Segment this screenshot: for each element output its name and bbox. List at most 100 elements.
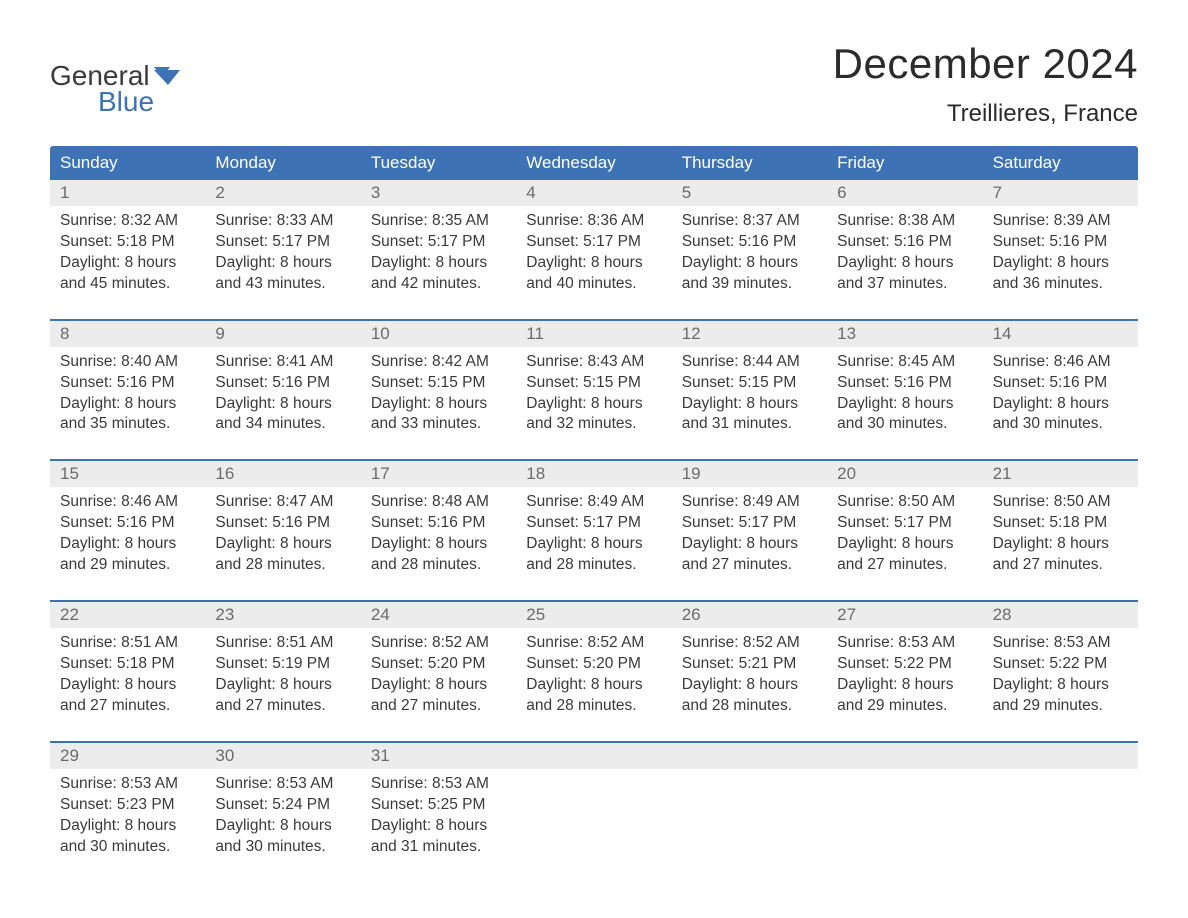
weeks-container: 1234567Sunrise: 8:32 AMSunset: 5:18 PMDa… — [50, 180, 1138, 867]
day-number: 23 — [205, 602, 360, 628]
day-detail: Sunrise: 8:37 AMSunset: 5:16 PMDaylight:… — [672, 206, 827, 305]
day-number: 28 — [983, 602, 1138, 628]
week-5-daynum-row: 293031 — [50, 743, 1138, 769]
day-number: 10 — [361, 321, 516, 347]
day-detail: Sunrise: 8:53 AMSunset: 5:22 PMDaylight:… — [983, 628, 1138, 727]
day-sunset: Sunset: 5:19 PM — [215, 654, 350, 675]
day-number: 3 — [361, 180, 516, 206]
day-number: 13 — [827, 321, 982, 347]
day-dl2: and 28 minutes. — [371, 555, 506, 576]
day-dl2: and 28 minutes. — [526, 696, 661, 717]
day-sunset: Sunset: 5:17 PM — [837, 513, 972, 534]
day-detail: Sunrise: 8:51 AMSunset: 5:18 PMDaylight:… — [50, 628, 205, 727]
dow-friday: Friday — [827, 146, 982, 180]
day-sunrise: Sunrise: 8:53 AM — [215, 774, 350, 795]
day-dl1: Daylight: 8 hours — [371, 675, 506, 696]
day-number: 30 — [205, 743, 360, 769]
day-detail: Sunrise: 8:40 AMSunset: 5:16 PMDaylight:… — [50, 347, 205, 446]
day-detail: Sunrise: 8:53 AMSunset: 5:25 PMDaylight:… — [361, 769, 516, 868]
day-sunset: Sunset: 5:20 PM — [371, 654, 506, 675]
day-detail: Sunrise: 8:52 AMSunset: 5:21 PMDaylight:… — [672, 628, 827, 727]
day-dl1: Daylight: 8 hours — [371, 816, 506, 837]
day-number: 9 — [205, 321, 360, 347]
day-number: 5 — [672, 180, 827, 206]
day-dl2: and 27 minutes. — [993, 555, 1128, 576]
day-dl1: Daylight: 8 hours — [837, 675, 972, 696]
day-number: 12 — [672, 321, 827, 347]
day-sunrise: Sunrise: 8:53 AM — [837, 633, 972, 654]
day-sunset: Sunset: 5:16 PM — [215, 373, 350, 394]
day-dl2: and 28 minutes. — [215, 555, 350, 576]
day-dl1: Daylight: 8 hours — [682, 394, 817, 415]
day-sunset: Sunset: 5:22 PM — [993, 654, 1128, 675]
day-number: 18 — [516, 461, 671, 487]
header: General Blue December 2024 Treillieres, … — [50, 40, 1138, 128]
day-detail: Sunrise: 8:47 AMSunset: 5:16 PMDaylight:… — [205, 487, 360, 586]
day-dl1: Daylight: 8 hours — [215, 534, 350, 555]
day-sunset: Sunset: 5:16 PM — [60, 513, 195, 534]
day-dl1: Daylight: 8 hours — [993, 394, 1128, 415]
dow-tuesday: Tuesday — [361, 146, 516, 180]
day-sunset: Sunset: 5:16 PM — [682, 232, 817, 253]
day-sunset: Sunset: 5:17 PM — [371, 232, 506, 253]
day-number — [983, 743, 1138, 769]
day-number: 20 — [827, 461, 982, 487]
week-3: 15161718192021Sunrise: 8:46 AMSunset: 5:… — [50, 459, 1138, 586]
logo: General Blue — [50, 60, 180, 118]
day-dl1: Daylight: 8 hours — [60, 394, 195, 415]
day-dl1: Daylight: 8 hours — [837, 394, 972, 415]
day-number — [516, 743, 671, 769]
dow-thursday: Thursday — [672, 146, 827, 180]
day-sunset: Sunset: 5:17 PM — [526, 513, 661, 534]
day-dl1: Daylight: 8 hours — [215, 253, 350, 274]
day-sunrise: Sunrise: 8:53 AM — [60, 774, 195, 795]
day-sunset: Sunset: 5:17 PM — [526, 232, 661, 253]
day-detail: Sunrise: 8:50 AMSunset: 5:18 PMDaylight:… — [983, 487, 1138, 586]
day-dl1: Daylight: 8 hours — [837, 534, 972, 555]
day-sunrise: Sunrise: 8:35 AM — [371, 211, 506, 232]
day-number: 16 — [205, 461, 360, 487]
day-dl2: and 40 minutes. — [526, 274, 661, 295]
day-dl1: Daylight: 8 hours — [371, 253, 506, 274]
day-detail — [672, 769, 827, 868]
day-detail — [827, 769, 982, 868]
day-sunrise: Sunrise: 8:42 AM — [371, 352, 506, 373]
day-number: 2 — [205, 180, 360, 206]
day-dl2: and 27 minutes. — [682, 555, 817, 576]
day-dl2: and 31 minutes. — [682, 414, 817, 435]
flag-icon — [154, 67, 180, 85]
day-sunrise: Sunrise: 8:33 AM — [215, 211, 350, 232]
day-dl1: Daylight: 8 hours — [837, 253, 972, 274]
day-sunset: Sunset: 5:15 PM — [371, 373, 506, 394]
day-sunrise: Sunrise: 8:37 AM — [682, 211, 817, 232]
day-dl1: Daylight: 8 hours — [993, 253, 1128, 274]
day-sunrise: Sunrise: 8:40 AM — [60, 352, 195, 373]
day-sunrise: Sunrise: 8:51 AM — [215, 633, 350, 654]
day-dl2: and 30 minutes. — [837, 414, 972, 435]
day-number: 6 — [827, 180, 982, 206]
day-detail: Sunrise: 8:35 AMSunset: 5:17 PMDaylight:… — [361, 206, 516, 305]
dow-monday: Monday — [205, 146, 360, 180]
day-detail: Sunrise: 8:46 AMSunset: 5:16 PMDaylight:… — [50, 487, 205, 586]
week-2: 891011121314Sunrise: 8:40 AMSunset: 5:16… — [50, 319, 1138, 446]
day-number: 25 — [516, 602, 671, 628]
day-dl2: and 27 minutes. — [60, 696, 195, 717]
day-number: 31 — [361, 743, 516, 769]
day-sunrise: Sunrise: 8:49 AM — [526, 492, 661, 513]
dow-sunday: Sunday — [50, 146, 205, 180]
day-detail: Sunrise: 8:39 AMSunset: 5:16 PMDaylight:… — [983, 206, 1138, 305]
day-detail: Sunrise: 8:52 AMSunset: 5:20 PMDaylight:… — [361, 628, 516, 727]
day-sunrise: Sunrise: 8:52 AM — [682, 633, 817, 654]
day-detail: Sunrise: 8:44 AMSunset: 5:15 PMDaylight:… — [672, 347, 827, 446]
day-detail: Sunrise: 8:38 AMSunset: 5:16 PMDaylight:… — [827, 206, 982, 305]
day-sunrise: Sunrise: 8:48 AM — [371, 492, 506, 513]
day-dl1: Daylight: 8 hours — [682, 534, 817, 555]
day-sunset: Sunset: 5:25 PM — [371, 795, 506, 816]
day-sunset: Sunset: 5:16 PM — [993, 232, 1128, 253]
location-subtitle: Treillieres, France — [833, 100, 1138, 128]
day-number: 19 — [672, 461, 827, 487]
day-dl1: Daylight: 8 hours — [371, 394, 506, 415]
day-sunrise: Sunrise: 8:51 AM — [60, 633, 195, 654]
day-dl1: Daylight: 8 hours — [60, 816, 195, 837]
day-number: 22 — [50, 602, 205, 628]
